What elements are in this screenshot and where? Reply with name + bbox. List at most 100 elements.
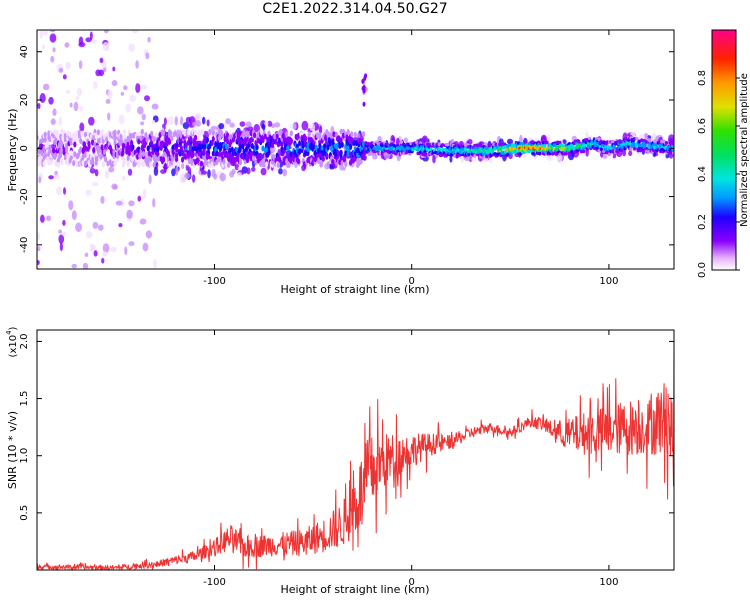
- heatmap-cell: [441, 143, 445, 147]
- heatmap-cell: [543, 143, 547, 148]
- heatmap-cell: [622, 149, 627, 157]
- heatmap-cell: [637, 143, 641, 148]
- heatmap-cell: [292, 121, 297, 131]
- heatmap-cell: [312, 128, 316, 135]
- heatmap-cell: [579, 149, 583, 154]
- heatmap-cell: [275, 133, 279, 140]
- heatmap-cell: [670, 141, 674, 146]
- heatmap-cell: [69, 154, 73, 161]
- heatmap-cell: [372, 146, 376, 150]
- heatmap-cell: [250, 142, 254, 149]
- heatmap-cell: [206, 153, 211, 160]
- heatmap-cell: [126, 155, 130, 162]
- heatmap-cell: [449, 155, 453, 163]
- heatmap-cell: [643, 143, 647, 147]
- heatmap-cell: [263, 133, 267, 140]
- heatmap-cell: [281, 133, 285, 140]
- colorbar-tick-label: 0.0: [697, 262, 708, 278]
- heatmap-cell: [58, 234, 65, 244]
- heatmap-cell: [131, 30, 139, 34]
- heatmap-cell: [128, 241, 135, 247]
- heatmap-cell: [163, 117, 167, 126]
- heatmap-cell: [331, 158, 335, 165]
- heatmap-cell: [249, 151, 253, 158]
- heatmap-cell: [39, 92, 46, 103]
- heatmap-cell: [242, 148, 246, 155]
- heatmap-cell: [48, 96, 54, 105]
- heatmap-cell: [199, 160, 204, 167]
- heatmap-cell: [141, 150, 146, 157]
- heatmap-cell: [344, 150, 348, 157]
- heatmap-cell: [473, 154, 477, 158]
- heatmap-cell: [177, 160, 181, 167]
- heatmap-cell: [100, 195, 105, 204]
- heatmap-cell: [538, 151, 542, 156]
- heatmap-cell: [139, 135, 143, 142]
- heatmap-cell: [398, 147, 402, 152]
- heatmap-cell: [383, 152, 387, 157]
- heatmap-cell: [280, 141, 284, 148]
- spectrogram-x-label: Height of straight line (km): [280, 283, 429, 296]
- heatmap-cell: [479, 143, 483, 148]
- heatmap-cell: [157, 155, 161, 162]
- heatmap-cell: [251, 158, 256, 168]
- colorbar-tick-label: 0.4: [697, 166, 708, 182]
- heatmap-cell: [245, 121, 252, 128]
- heatmap-cell: [142, 242, 149, 252]
- heatmap-cell: [73, 141, 77, 148]
- heatmap-cell: [169, 130, 173, 137]
- heatmap-cell: [276, 161, 280, 168]
- heatmap-cell: [339, 128, 343, 135]
- heatmap-cell: [201, 170, 208, 175]
- heatmap-cell: [527, 149, 531, 154]
- heatmap-cell: [343, 156, 347, 163]
- heatmap-cell: [377, 146, 381, 151]
- heatmap-cell: [498, 142, 502, 147]
- heatmap-cell: [319, 161, 323, 168]
- heatmap-cell: [126, 209, 133, 220]
- y-tick-label: 1.5: [19, 391, 30, 407]
- heatmap-cell: [175, 166, 179, 176]
- heatmap-cell: [141, 161, 146, 168]
- heatmap-cell: [50, 118, 56, 125]
- heatmap-cell: [91, 39, 97, 44]
- heatmap-cell: [421, 135, 428, 145]
- heatmap-cell: [172, 160, 176, 167]
- heatmap-cell: [48, 147, 52, 154]
- heatmap-cell: [73, 101, 79, 112]
- heatmap-cell: [211, 130, 215, 137]
- heatmap-cell: [147, 150, 152, 157]
- heatmap-cell: [40, 214, 45, 223]
- heatmap-cell: [113, 129, 117, 136]
- heatmap-cell: [399, 140, 404, 145]
- heatmap-cell: [99, 57, 104, 63]
- heatmap-cell: [101, 161, 105, 168]
- heatmap-cell: [128, 135, 133, 142]
- heatmap-cell: [107, 112, 111, 121]
- heatmap-cell: [327, 132, 331, 139]
- heatmap-cell: [84, 252, 89, 257]
- heatmap-cell: [96, 144, 101, 151]
- heatmap-cell: [37, 246, 41, 252]
- heatmap-cell: [582, 149, 586, 154]
- heatmap-cell: [62, 74, 67, 80]
- heatmap-cell: [101, 60, 107, 70]
- heatmap-cell: [102, 67, 107, 73]
- heatmap-cell: [176, 133, 180, 140]
- heatmap-cell: [112, 66, 116, 72]
- heatmap-cell: [217, 151, 221, 158]
- heatmap-cell: [107, 89, 113, 100]
- heatmap-cell: [68, 200, 74, 211]
- heatmap-cell: [137, 106, 144, 115]
- heatmap-cell: [93, 250, 98, 257]
- heatmap-cell: [191, 151, 195, 158]
- heatmap-cell: [558, 140, 562, 145]
- heatmap-cell: [304, 135, 308, 142]
- heatmap-cell: [162, 130, 166, 137]
- heatmap-cell: [285, 131, 289, 138]
- heatmap-cell: [83, 160, 88, 167]
- heatmap-cell: [125, 103, 132, 113]
- heatmap-cell: [124, 246, 128, 256]
- heatmap-cell: [599, 147, 604, 152]
- heatmap-cell: [610, 149, 614, 154]
